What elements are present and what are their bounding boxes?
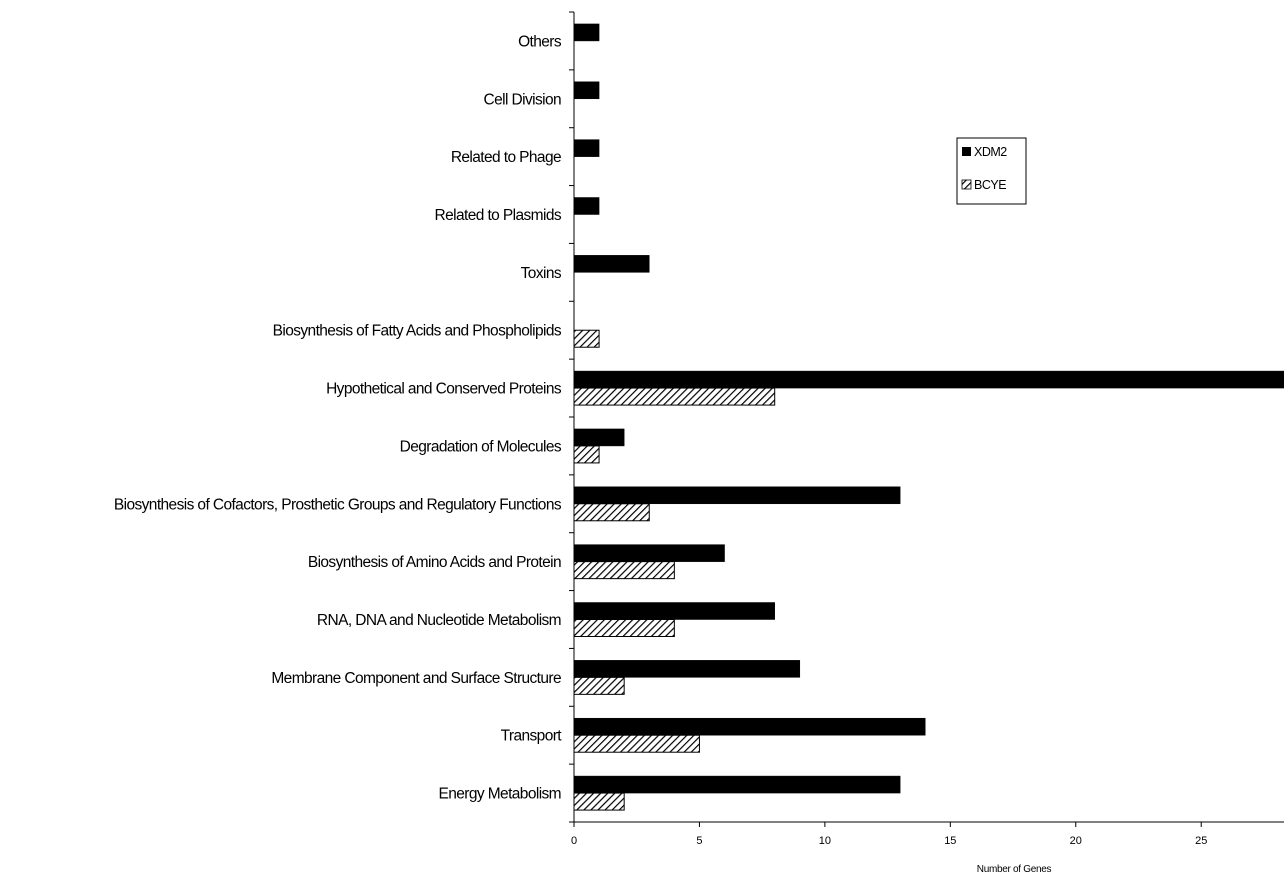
bar-xdm2 (573, 660, 801, 678)
bar-bcye (573, 445, 600, 464)
category-label: RNA, DNA and Nucleotide Metabolism (317, 612, 561, 629)
bar-xdm2 (573, 486, 901, 505)
category-label: Related to Plasmids (435, 207, 562, 224)
category-label: Energy Metabolism (439, 786, 561, 803)
bar-xdm2 (573, 717, 926, 736)
bar-bcye (573, 329, 600, 348)
legend-swatch-xdm2 (962, 147, 971, 156)
bar-bcye (573, 676, 625, 695)
bar-bcye (573, 734, 700, 753)
category-label: Membrane Component and Surface Structure (271, 670, 561, 687)
bar-bcye (573, 503, 650, 522)
bar-xdm2 (573, 255, 650, 273)
bar-xdm2 (573, 81, 600, 100)
axes-layer (569, 11, 1284, 827)
labels-layer: Energy Metabolism Transport Membrane Compo… (114, 33, 1207, 847)
bar-xdm2 (573, 602, 775, 620)
bar-xdm2 (573, 544, 725, 562)
bar-xdm2 (573, 139, 600, 157)
x-tick-label: 20 (1070, 835, 1082, 847)
legend-swatch-bcye (961, 179, 972, 190)
bar-xdm2 (573, 197, 600, 215)
legend-label-xdm2: XDM2 (974, 145, 1007, 159)
category-label: Related to Phage (451, 149, 561, 166)
category-label: Biosynthesis of Cofactors, Prosthetic Gr… (114, 496, 562, 513)
category-label: Others (518, 33, 562, 50)
bar-xdm2 (573, 428, 625, 447)
bar-xdm2 (573, 775, 901, 794)
category-label: Degradation of Molecules (400, 438, 562, 455)
x-axis-title: Number of Genes (977, 864, 1052, 875)
category-label: Biosynthesis of Fatty Acids and Phosphol… (273, 323, 562, 340)
category-label: Toxins (521, 265, 562, 282)
category-label: Biosynthesis of Amino Acids and Protein (308, 554, 561, 571)
x-tick-label: 0 (571, 835, 577, 847)
x-tick-label: 5 (696, 835, 702, 847)
x-tick-label: 10 (819, 835, 831, 847)
bar-bcye (573, 619, 675, 637)
x-tick-label: 25 (1195, 835, 1207, 847)
category-label: Cell Division (484, 91, 561, 108)
bars-layer (573, 23, 1284, 811)
legend: XDM2 BCYE (956, 137, 1027, 205)
bar-bcye (573, 561, 675, 580)
bar-bcye (573, 792, 625, 811)
legend-label-bcye: BCYE (974, 178, 1006, 192)
category-label: Transport (501, 728, 563, 745)
bar-xdm2 (573, 370, 1284, 389)
category-label: Hypothetical and Conserved Proteins (326, 381, 562, 398)
bar-bcye (573, 387, 776, 406)
bar-xdm2 (573, 23, 600, 42)
x-tick-label: 15 (944, 835, 956, 847)
